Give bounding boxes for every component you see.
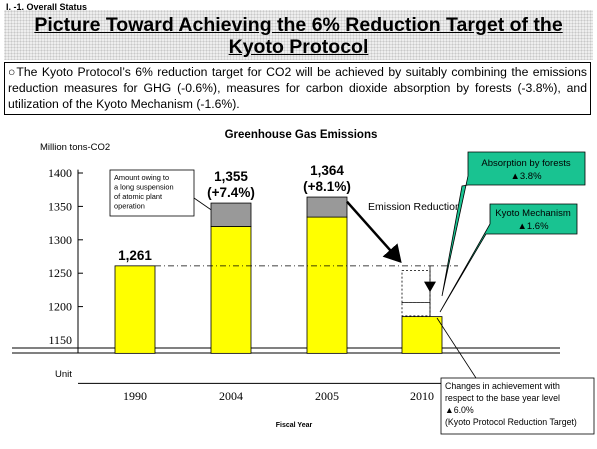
bar-suspension-2004 [210,202,252,227]
suspension-note-line: operation [114,202,145,211]
bar-value-label-2004-pct: (+7.4%) [207,185,255,200]
bar-value-label-2005: 1,364 [310,163,344,178]
summary-box: ○The Kyoto Protocol’s 6% reduction targe… [4,62,591,115]
emission-reduction-label: Emission Reduction [368,201,461,213]
forest-absorption-area [401,270,431,303]
forests-callout-title: Absorption by forests [481,158,570,169]
bar-value-label-1990: 1,261 [118,248,152,263]
target-note-line-1: Changes in achievement with [445,381,560,391]
bar-2004 [210,226,252,354]
forests-callout-box [441,151,586,297]
suspension-note-leader [193,197,212,211]
bar-value-label-2005-pct: (+8.1%) [303,179,351,194]
suspension-note-line: of atomic plant [114,192,162,201]
x-tick-label-2005: 2005 [315,389,339,403]
y-tick-label: 1250 [48,266,72,280]
mechanism-callout-value: ▲1.6% [517,221,549,232]
target-note-box [440,377,595,435]
y-tick-label: 1400 [48,166,72,180]
suspension-note-line: a long suspension [114,183,174,192]
section-label: I. -1. Overall Status [6,2,88,12]
kyoto-mechanism-area [401,302,431,317]
target-note-line-2: respect to the base year level [445,393,560,403]
y-tick-label: 1200 [48,300,72,314]
bar-suspension-2005 [306,196,348,218]
page-title-line2: Kyoto Protocol [228,36,369,58]
bar-2010 [401,316,443,354]
bar-value-label-2004: 1,355 [214,169,248,184]
mechanism-callout-box [439,203,578,313]
target-note-line-3: ▲6.0% [445,405,474,415]
x-tick-label-1990: 1990 [123,389,147,403]
forests-callout-value: ▲3.8% [510,171,542,182]
x-tick-label-2010: 2010 [410,389,434,403]
x-axis-label: Fiscal Year [276,422,313,429]
chart-title: Greenhouse Gas Emissions [225,129,378,141]
emission-reduction-arrow [346,200,402,264]
bar-1990 [114,265,156,354]
x-tick-label-2004: 2004 [219,389,243,403]
title-band [4,10,593,60]
y-tick-label: 1350 [48,199,72,213]
target-note-leader [436,317,477,379]
bar-2005 [306,216,348,354]
suspension-note-line: Amount owing to [114,173,169,182]
y-tick-label: 1150 [48,333,72,347]
mechanism-callout-title: Kyoto Mechanism [495,208,571,219]
page-title: Picture Toward Achieving the 6% Reductio… [0,14,597,58]
suspension-note-text: Amount owing to a long suspension of atomi… [114,173,174,211]
unit-label: Unit [55,369,72,380]
y-axis-label: Million tons-CO2 [40,142,110,153]
suspension-note-box [109,169,195,217]
y-tick-label: 1300 [48,233,72,247]
page-title-line1: Picture Toward Achieving the 6% Reductio… [34,14,563,36]
target-note-line-4: (Kyoto Protocol Reduction Target) [445,417,577,427]
